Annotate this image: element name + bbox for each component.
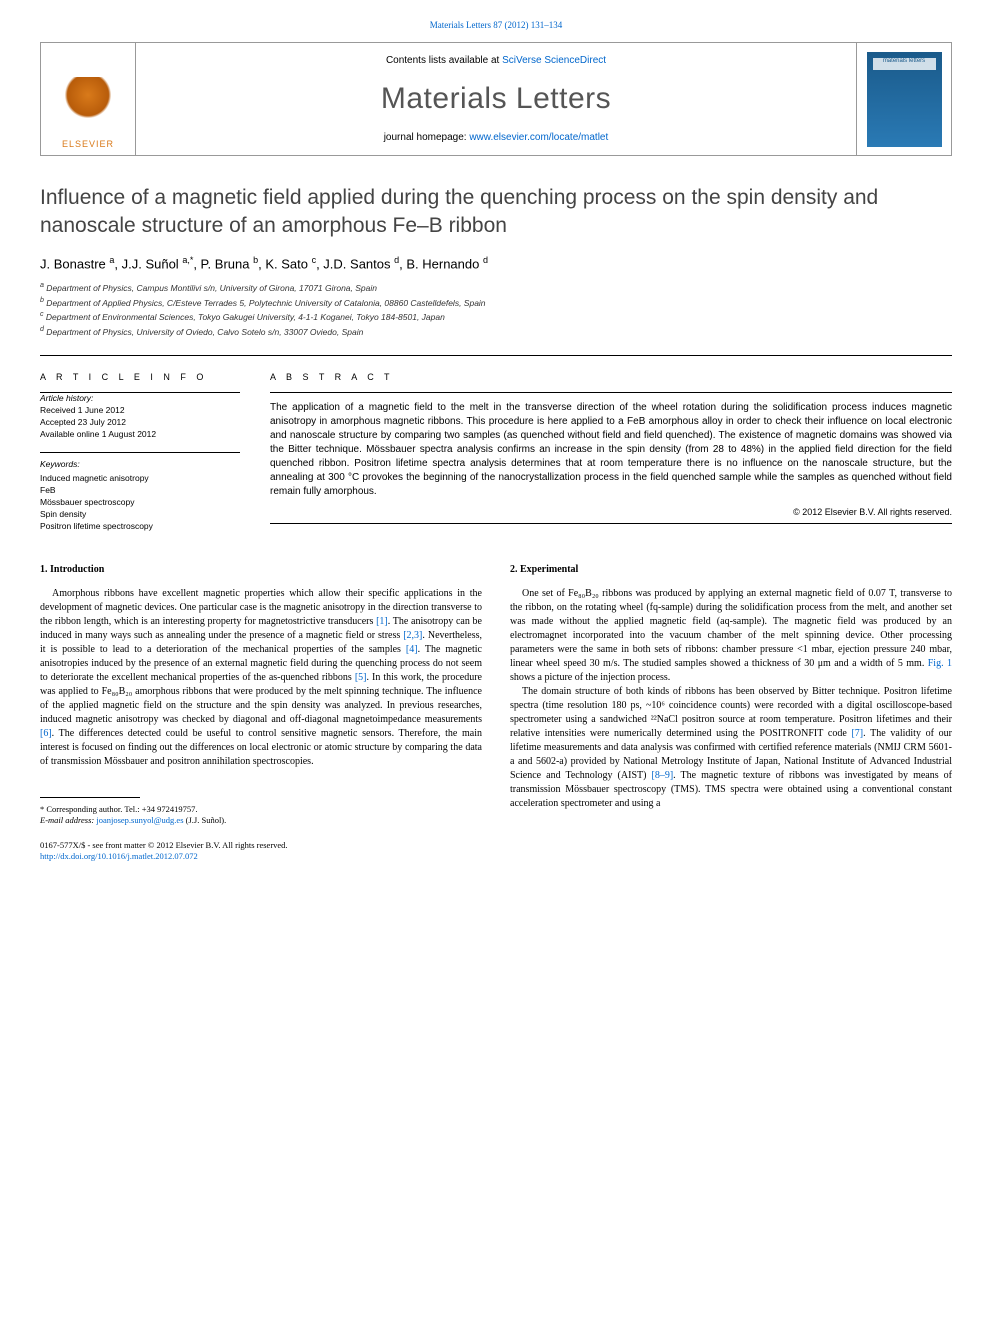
abstract-text: The application of a magnetic field to t… <box>270 401 952 499</box>
article-title: Influence of a magnetic field applied du… <box>40 184 952 241</box>
affiliation: a Department of Physics, Campus Montiliv… <box>40 281 952 295</box>
article-info: A R T I C L E I N F O Article history: R… <box>40 372 240 533</box>
front-matter: 0167-577X/$ - see front matter © 2012 El… <box>40 840 482 851</box>
cover-cell: materials letters <box>856 43 951 155</box>
ref-link-6[interactable]: [6] <box>40 728 52 739</box>
affiliation: b Department of Applied Physics, C/Estev… <box>40 296 952 310</box>
header-center: Contents lists available at SciVerse Sci… <box>136 43 856 155</box>
affiliation: c Department of Environmental Sciences, … <box>40 310 952 324</box>
ref-link-2-3[interactable]: [2,3] <box>403 630 422 641</box>
keyword: Spin density <box>40 509 240 521</box>
ref-link-8-9[interactable]: [8–9] <box>652 770 674 781</box>
keywords: Keywords: Induced magnetic anisotropyFeB… <box>40 459 240 532</box>
keyword: Mössbauer spectroscopy <box>40 497 240 509</box>
column-left: 1. Introduction Amorphous ribbons have e… <box>40 563 482 862</box>
keywords-label: Keywords: <box>40 459 240 471</box>
section-1-paragraph: Amorphous ribbons have excellent magneti… <box>40 587 482 769</box>
section-2-heading: 2. Experimental <box>510 563 952 577</box>
section-2-paragraph-1: One set of Fe₈₀B₂₀ ribbons was produced … <box>510 587 952 685</box>
history-label: Article history: <box>40 393 240 405</box>
section-1-heading: 1. Introduction <box>40 563 482 577</box>
history-line: Received 1 June 2012 <box>40 405 240 417</box>
email-link[interactable]: joanjosep.sunyol@udg.es <box>96 815 183 825</box>
homepage-link[interactable]: www.elsevier.com/locate/matlet <box>469 132 608 143</box>
keyword: Induced magnetic anisotropy <box>40 473 240 485</box>
top-citation: Materials Letters 87 (2012) 131–134 <box>40 20 952 30</box>
body-columns: 1. Introduction Amorphous ribbons have e… <box>40 563 952 862</box>
text-run: One set of Fe₈₀B₂₀ ribbons was produced … <box>510 588 952 669</box>
ref-link-1[interactable]: [1] <box>376 616 388 627</box>
info-divider-2 <box>40 452 240 453</box>
publisher-cell: ELSEVIER <box>41 43 136 155</box>
corresponding-author: * Corresponding author. Tel.: +34 972419… <box>40 804 482 815</box>
doi-link[interactable]: http://dx.doi.org/10.1016/j.matlet.2012.… <box>40 851 198 861</box>
journal-homepage: journal homepage: www.elsevier.com/locat… <box>148 132 844 143</box>
cover-caption: materials letters <box>867 58 942 64</box>
text-run: . The differences detected could be usef… <box>40 728 482 767</box>
abstract-heading: A B S T R A C T <box>270 372 952 382</box>
email-label: E-mail address: <box>40 815 96 825</box>
affiliation: d Department of Physics, University of O… <box>40 325 952 339</box>
ref-link-5[interactable]: [5] <box>355 672 367 683</box>
text-run: shows a picture of the injection process… <box>510 672 670 683</box>
section-2-paragraph-2: The domain structure of both kinds of ri… <box>510 685 952 811</box>
elsevier-tree-icon <box>58 77 118 137</box>
keyword: FeB <box>40 485 240 497</box>
history: Article history: Received 1 June 2012Acc… <box>40 393 240 441</box>
contents-line: Contents lists available at SciVerse Sci… <box>148 55 844 66</box>
journal-title: Materials Letters <box>148 82 844 116</box>
ref-link-7[interactable]: [7] <box>851 728 863 739</box>
info-heading: A R T I C L E I N F O <box>40 372 240 382</box>
abstract-divider <box>270 392 952 393</box>
email-line: E-mail address: joanjosep.sunyol@udg.es … <box>40 815 482 826</box>
footer-info: 0167-577X/$ - see front matter © 2012 El… <box>40 840 482 862</box>
history-line: Accepted 23 July 2012 <box>40 417 240 429</box>
footnote-separator <box>40 797 140 798</box>
keyword: Positron lifetime spectroscopy <box>40 521 240 533</box>
elsevier-logo: ELSEVIER <box>47 77 129 149</box>
contents-prefix: Contents lists available at <box>386 55 502 66</box>
email-suffix: (J.J. Suñol). <box>184 815 227 825</box>
meta-row: A R T I C L E I N F O Article history: R… <box>40 356 952 533</box>
journal-cover-thumb: materials letters <box>867 52 942 147</box>
homepage-prefix: journal homepage: <box>384 132 470 143</box>
abstract-divider-bottom <box>270 523 952 524</box>
fig-link-1[interactable]: Fig. 1 <box>928 658 952 669</box>
footnotes: * Corresponding author. Tel.: +34 972419… <box>40 804 482 826</box>
history-line: Available online 1 August 2012 <box>40 429 240 441</box>
ref-link-4[interactable]: [4] <box>406 644 418 655</box>
abstract: A B S T R A C T The application of a mag… <box>270 372 952 533</box>
journal-header: ELSEVIER Contents lists available at Sci… <box>40 42 952 156</box>
publisher-name: ELSEVIER <box>62 139 114 149</box>
affiliations: a Department of Physics, Campus Montiliv… <box>40 281 952 339</box>
authors: J. Bonastre a, J.J. Suñol a,*, P. Bruna … <box>40 255 952 271</box>
abstract-copyright: © 2012 Elsevier B.V. All rights reserved… <box>270 507 952 517</box>
column-right: 2. Experimental One set of Fe₈₀B₂₀ ribbo… <box>510 563 952 862</box>
sciencedirect-link[interactable]: SciVerse ScienceDirect <box>502 55 606 66</box>
